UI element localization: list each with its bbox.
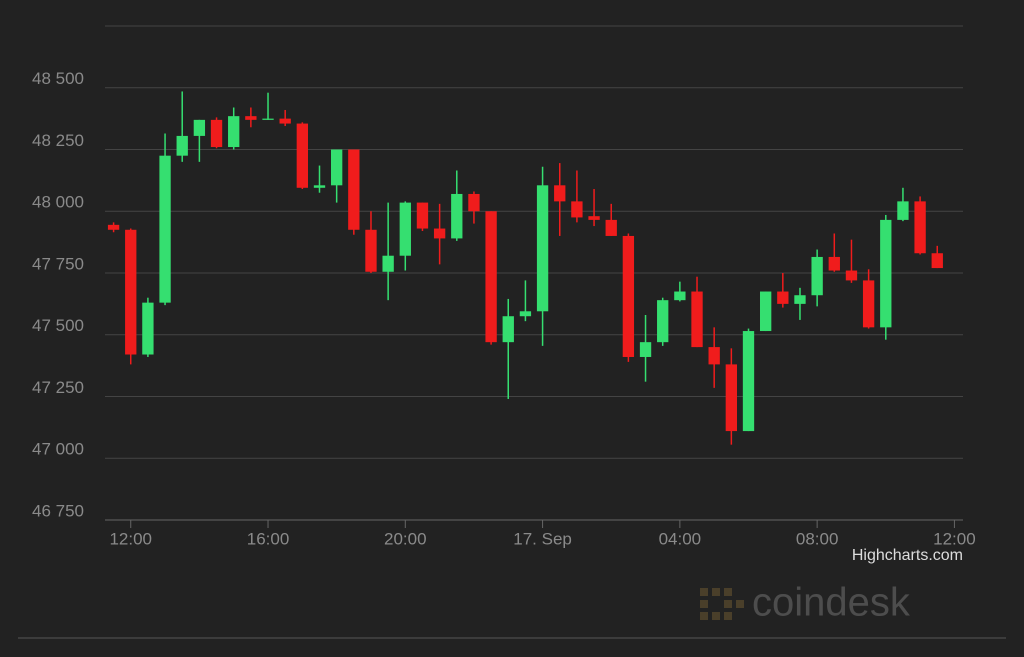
candle-body xyxy=(914,201,926,254)
y-tick-label: 48 250 xyxy=(32,131,84,150)
candle-body xyxy=(193,119,206,136)
candle-body xyxy=(691,291,703,348)
candle-body xyxy=(433,228,446,239)
x-tick-label: 12:00 xyxy=(933,529,976,548)
watermark: coindesk xyxy=(752,581,911,625)
candle-body xyxy=(416,202,429,229)
candle-body xyxy=(674,291,686,301)
candle-body xyxy=(228,116,240,148)
candle-body xyxy=(296,123,309,188)
candle-body xyxy=(451,193,463,239)
x-tick-label: 08:00 xyxy=(796,529,839,548)
x-tick-label: 16:00 xyxy=(247,529,290,548)
y-tick-label: 46 750 xyxy=(32,501,84,520)
candle-body xyxy=(571,201,583,218)
x-tick-label: 17. Sep xyxy=(513,529,572,548)
candle-body xyxy=(262,118,274,120)
candle-body xyxy=(794,295,806,304)
candle-body xyxy=(330,149,343,186)
candle-body xyxy=(142,302,154,355)
candle-body xyxy=(365,229,377,272)
credits: Highcharts.com xyxy=(852,547,963,564)
candle-body xyxy=(588,216,600,220)
candle-body xyxy=(759,291,772,332)
candle-body xyxy=(622,235,635,357)
candle-body xyxy=(828,256,840,271)
candle-body xyxy=(708,347,720,365)
candle-body xyxy=(639,342,652,357)
candle-body xyxy=(245,116,257,120)
candle-body xyxy=(777,291,789,304)
candle-body xyxy=(811,256,823,296)
candle-body xyxy=(313,185,326,188)
candle-body xyxy=(931,253,943,269)
candle-body xyxy=(536,185,549,312)
y-tick-label: 48 500 xyxy=(32,69,84,88)
candle-body xyxy=(348,149,360,230)
candle-body xyxy=(485,211,497,343)
candle-body xyxy=(554,185,566,202)
watermark-logo xyxy=(700,588,744,620)
candle-body xyxy=(880,219,892,328)
y-tick-label: 47 250 xyxy=(32,378,84,397)
candle-body xyxy=(382,255,394,272)
candle-body xyxy=(725,364,738,432)
candle-body xyxy=(742,331,755,432)
candle-body xyxy=(468,193,480,212)
candle-body xyxy=(279,118,291,124)
y-tick-label: 48 000 xyxy=(32,193,84,212)
x-tick-label: 20:00 xyxy=(384,529,427,548)
candle-body xyxy=(125,229,137,355)
candle-body xyxy=(176,135,188,156)
candle-body xyxy=(210,119,223,148)
candle-body xyxy=(159,155,171,303)
candle-body xyxy=(519,311,532,317)
candle-body xyxy=(399,202,411,256)
x-tick-label: 04:00 xyxy=(659,529,702,548)
candle-body xyxy=(845,270,858,281)
candle-body xyxy=(657,300,669,343)
candle-body xyxy=(605,219,617,236)
candle-body xyxy=(502,316,514,343)
y-tick-label: 47 750 xyxy=(32,254,84,273)
candle-body xyxy=(897,201,909,220)
candle-body xyxy=(862,280,875,328)
candle-body xyxy=(107,224,120,230)
y-tick-label: 47 500 xyxy=(32,316,84,335)
y-tick-label: 47 000 xyxy=(32,440,84,459)
x-tick-label: 12:00 xyxy=(109,529,152,548)
